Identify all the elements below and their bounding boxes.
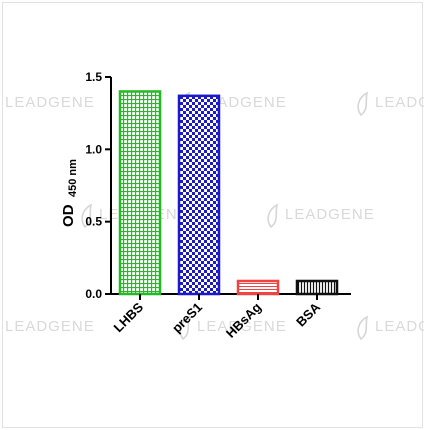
watermark-logo: LEADGENE — [357, 315, 424, 341]
watermark-text: LEADGENE — [285, 206, 375, 223]
watermark-text: LEADGENE — [197, 318, 287, 335]
x-tick-label: LHBS — [110, 299, 146, 335]
watermark-logo: LEADGENE — [5, 318, 95, 335]
x-tick-label: BSA — [293, 299, 323, 329]
watermark-text: LEADGENE — [5, 318, 95, 335]
watermark-logo: LEADGENE — [179, 315, 287, 341]
bar — [118, 90, 162, 296]
leaf-icon — [357, 315, 369, 341]
bar — [177, 94, 221, 296]
bar — [295, 279, 339, 296]
watermark-text: LEADGENE — [5, 94, 95, 111]
bar-chart: LEADGENE LEADGENE LEADGENE LEADGENE LEAD… — [5, 70, 424, 341]
watermark-text: LEADGENE — [375, 94, 424, 111]
watermark-text: LEADGENE — [375, 318, 424, 335]
leaf-icon — [267, 203, 279, 229]
y-axis-title: OD 450 nm — [60, 159, 79, 227]
watermark-layer: LEADGENE LEADGENE LEADGENE LEADGENE LEAD… — [5, 91, 424, 341]
watermark-logo: LEADGENE — [5, 94, 95, 111]
y-tick-label: 0.5 — [85, 215, 102, 229]
leaf-icon — [81, 203, 93, 229]
leaf-icon — [357, 91, 369, 117]
watermark-logo: LEADGENE — [357, 91, 424, 117]
y-tick-label: 1.5 — [85, 70, 102, 84]
y-tick-label: 1.0 — [85, 142, 102, 156]
bar — [236, 279, 280, 296]
watermark-logo: LEADGENE — [267, 203, 375, 229]
leaf-icon — [179, 315, 191, 341]
y-tick-label: 0.0 — [85, 287, 102, 301]
